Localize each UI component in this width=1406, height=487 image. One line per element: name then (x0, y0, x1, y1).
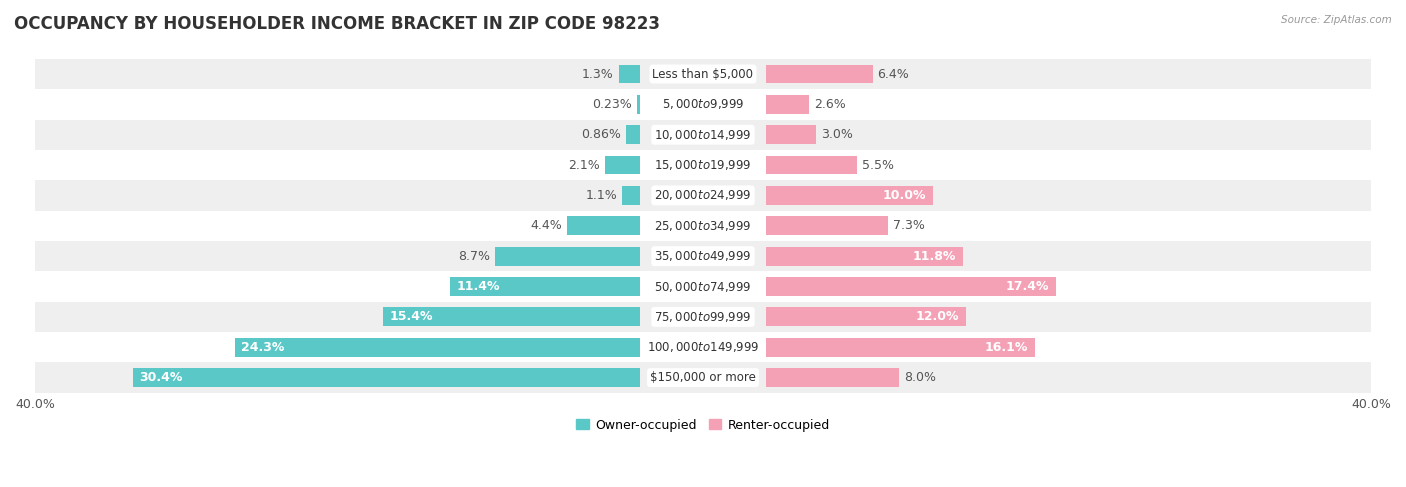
Bar (235, 338, 640, 356)
Bar (766, 95, 808, 114)
Text: $150,000 or more: $150,000 or more (650, 371, 756, 384)
Text: 3.0%: 3.0% (821, 128, 852, 141)
Text: 0.23%: 0.23% (592, 98, 631, 111)
Text: 1.1%: 1.1% (585, 189, 617, 202)
Text: 17.4%: 17.4% (1007, 280, 1049, 293)
Bar (766, 368, 900, 387)
Text: 11.4%: 11.4% (457, 280, 501, 293)
Text: 15.4%: 15.4% (389, 310, 433, 323)
FancyBboxPatch shape (35, 89, 1371, 119)
Text: 12.0%: 12.0% (915, 310, 959, 323)
Text: $5,000 to $9,999: $5,000 to $9,999 (662, 97, 744, 112)
Bar (766, 156, 858, 174)
FancyBboxPatch shape (35, 59, 1371, 89)
Text: $75,000 to $99,999: $75,000 to $99,999 (654, 310, 752, 324)
FancyBboxPatch shape (35, 180, 1371, 210)
Bar (766, 125, 815, 144)
Bar (567, 216, 640, 235)
Bar (626, 125, 640, 144)
Text: $20,000 to $24,999: $20,000 to $24,999 (654, 188, 752, 203)
FancyBboxPatch shape (35, 119, 1371, 150)
FancyBboxPatch shape (35, 332, 1371, 362)
Bar (495, 247, 640, 265)
Text: 30.4%: 30.4% (139, 371, 183, 384)
Text: 2.1%: 2.1% (568, 159, 600, 171)
Text: $100,000 to $149,999: $100,000 to $149,999 (647, 340, 759, 354)
Text: 5.5%: 5.5% (862, 159, 894, 171)
Bar (766, 65, 873, 83)
Bar (637, 95, 640, 114)
Bar (766, 338, 1035, 356)
Text: 6.4%: 6.4% (877, 68, 910, 80)
Text: 0.86%: 0.86% (581, 128, 621, 141)
Bar (621, 186, 640, 205)
Text: $35,000 to $49,999: $35,000 to $49,999 (654, 249, 752, 263)
FancyBboxPatch shape (35, 210, 1371, 241)
Text: 16.1%: 16.1% (984, 341, 1028, 354)
Bar (450, 277, 640, 296)
Text: 24.3%: 24.3% (242, 341, 284, 354)
Bar (619, 65, 640, 83)
Text: 11.8%: 11.8% (912, 250, 956, 262)
Bar (766, 307, 966, 326)
Bar (766, 216, 887, 235)
Text: 10.0%: 10.0% (883, 189, 927, 202)
Bar (766, 247, 963, 265)
Text: Less than $5,000: Less than $5,000 (652, 68, 754, 80)
Text: 2.6%: 2.6% (814, 98, 846, 111)
FancyBboxPatch shape (35, 241, 1371, 271)
FancyBboxPatch shape (35, 302, 1371, 332)
Text: 8.0%: 8.0% (904, 371, 936, 384)
Text: OCCUPANCY BY HOUSEHOLDER INCOME BRACKET IN ZIP CODE 98223: OCCUPANCY BY HOUSEHOLDER INCOME BRACKET … (14, 15, 659, 33)
Bar (766, 277, 1056, 296)
Bar (384, 307, 640, 326)
Bar (606, 156, 640, 174)
FancyBboxPatch shape (35, 362, 1371, 393)
Text: 8.7%: 8.7% (458, 250, 491, 262)
Legend: Owner-occupied, Renter-occupied: Owner-occupied, Renter-occupied (571, 413, 835, 437)
Bar (132, 368, 640, 387)
Text: Source: ZipAtlas.com: Source: ZipAtlas.com (1281, 15, 1392, 25)
FancyBboxPatch shape (35, 271, 1371, 302)
Text: 1.3%: 1.3% (582, 68, 613, 80)
Text: $25,000 to $34,999: $25,000 to $34,999 (654, 219, 752, 233)
Text: 4.4%: 4.4% (530, 219, 562, 232)
FancyBboxPatch shape (35, 150, 1371, 180)
Bar (766, 186, 932, 205)
Text: $15,000 to $19,999: $15,000 to $19,999 (654, 158, 752, 172)
Text: 7.3%: 7.3% (893, 219, 924, 232)
Text: $10,000 to $14,999: $10,000 to $14,999 (654, 128, 752, 142)
Text: $50,000 to $74,999: $50,000 to $74,999 (654, 280, 752, 294)
